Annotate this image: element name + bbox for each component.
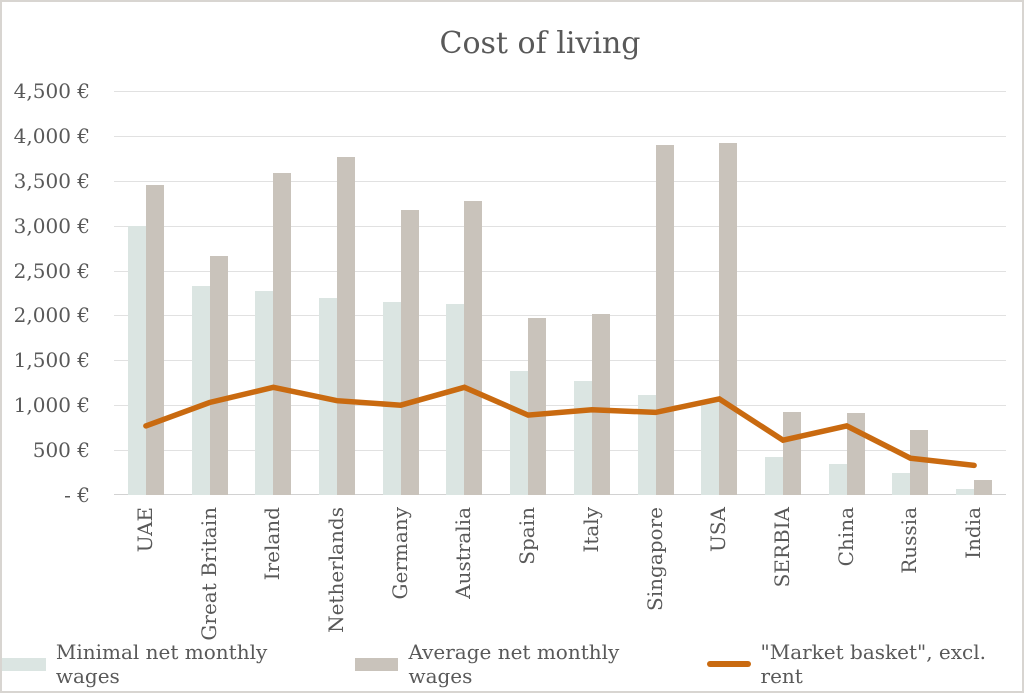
average-wages-bar-netherlands [337,156,355,495]
gridline [114,315,1006,317]
average-wages-bar-spain [528,318,547,495]
average-wages-bar-italy [591,313,610,495]
minimal-wages-bar-uae [127,225,146,495]
x-axis-label-australia: Australia [451,507,476,599]
average-wages-bar-great-britain [209,256,228,495]
legend-label-market-basket: "Market basket", excl. rent [760,640,986,688]
gridline [114,450,1006,452]
y-axis-tick-label: 1,500 € [13,348,90,373]
legend-label-minimal-wages: Minimal net monthly wages [55,640,268,688]
gridline [114,270,1006,272]
minimal-wages-bar-india [956,488,975,495]
minimal-wages-bar-serbia [765,457,783,495]
average-wages-bar-ireland [273,172,292,495]
average-wages-bar-india [974,479,993,495]
x-axis-label-russia: Russia [897,507,922,574]
average-wages-bar-serbia [783,411,801,495]
average-wages-bar-australia [464,201,483,495]
x-axis-label-netherlands: Netherlands [324,507,348,633]
y-axis-tick-label: 1,000 € [13,393,90,418]
x-axis-label-ireland: Ireland [260,507,285,581]
legend-item-market-basket: "Market basket", excl. rent [706,640,1022,688]
legend-item-average-wages: Average net monthly wages [354,640,677,688]
y-axis-tick-label: 3,000 € [13,213,90,238]
y-axis-tick-label: - € [64,483,90,507]
y-axis-tick-label: 4,500 € [13,79,90,103]
minimal-wages-bar-singapore [637,395,656,495]
average-wages-swatch-icon [354,657,399,671]
average-wages-bar-germany [400,210,419,495]
y-axis-tick-label: 4,000 € [13,123,90,148]
minimal-wages-bar-germany [382,301,401,495]
gridline [114,180,1006,182]
average-wages-bar-russia [910,430,929,495]
x-axis-label-germany: Germany [387,507,412,600]
minimal-wages-bar-russia [892,472,911,495]
minimal-wages-bar-australia [446,303,465,495]
x-axis-label-india: India [961,507,986,559]
gridline [114,225,1006,227]
minimal-wages-bar-great-britain [191,285,210,495]
minimal-wages-bar-spain [510,371,529,495]
chart-title: Cost of living [439,26,641,61]
x-axis-label-italy: Italy [578,507,603,553]
chart-legend: Minimal net monthly wages Average net mo… [2,640,1022,688]
x-axis-label-serbia: SERBIA [770,507,794,588]
y-axis-tick-label: 3,500 € [13,168,90,193]
x-axis-line [114,494,1006,495]
y-axis-tick-label: 2,000 € [13,303,90,328]
legend-label-average-wages: Average net monthly wages [408,640,620,688]
gridline [114,91,1006,92]
market-basket-line-swatch-icon [706,661,751,667]
minimal-wages-bar-china [828,464,847,495]
gridline [114,405,1006,407]
y-axis-tick-label: 2,500 € [13,258,90,283]
average-wages-bar-uae [145,185,164,495]
legend-item-minimal-wages: Minimal net monthly wages [2,640,325,688]
minimal-wages-bar-ireland [255,291,274,495]
minimal-wages-swatch-icon [2,657,46,671]
minimal-wages-bar-usa [701,400,720,495]
y-axis-tick-label: 500 € [32,438,90,463]
x-axis-label-uae: UAE [132,507,157,553]
x-axis-label-usa: USA [706,507,731,552]
x-axis-label-great-britain: Great Britain [196,507,221,641]
gridline [114,135,1006,137]
gridline [114,360,1006,362]
x-axis-label-singapore: Singapore [642,507,667,611]
plot-area: - € 500 € 1,000 € 1,500 € 2,000 € 2,500 € 3,00… [14,80,1006,641]
x-axis-label-spain: Spain [515,507,540,565]
x-axis-label-china: China [833,507,858,567]
market-basket-line [143,384,977,469]
